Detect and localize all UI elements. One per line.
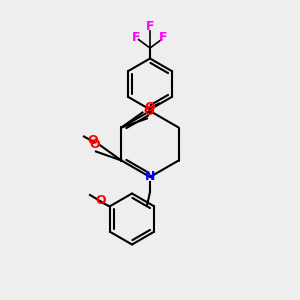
Text: F: F [146,20,154,34]
Text: O: O [145,101,155,115]
Text: F: F [132,31,141,44]
Text: O: O [89,138,100,152]
Text: O: O [95,194,106,208]
Text: F: F [159,31,168,44]
Text: O: O [88,134,98,148]
Text: O: O [143,105,154,119]
Text: N: N [145,170,155,184]
